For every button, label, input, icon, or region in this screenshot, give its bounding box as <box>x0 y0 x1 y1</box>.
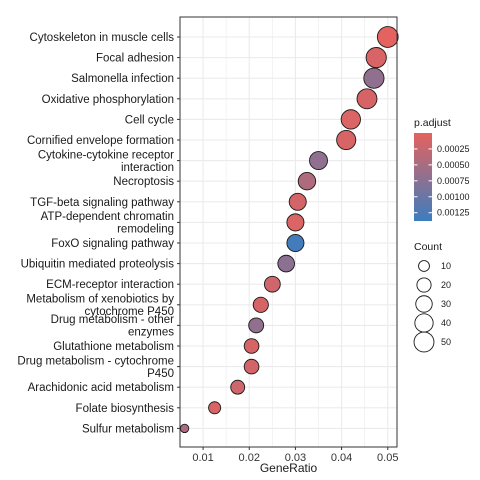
y-tick-label: Cytokine-cytokine receptor <box>38 149 174 161</box>
size-legend-circle <box>416 277 432 293</box>
x-axis-ticks: 0.01 0.02 0.03 0.04 0.05 <box>192 447 398 464</box>
x-tick-label: 0.01 <box>192 452 213 464</box>
y-axis-ticks <box>177 36 180 429</box>
size-legend: Count 10 20 30 40 50 <box>413 241 451 353</box>
data-point <box>252 296 269 313</box>
size-legend-items: 10 20 30 40 50 <box>413 260 451 353</box>
panel-border <box>179 16 398 448</box>
y-tick-label: Drug metabolism - cytochrome <box>17 355 174 367</box>
data-point <box>309 151 328 171</box>
y-tick-label: Drug metabolism - other <box>51 314 175 326</box>
y-tick-label: Sulfur metabolism <box>82 423 174 435</box>
x-axis-title: GeneRatio <box>260 461 318 475</box>
color-legend-label: 0.00025 <box>437 144 470 154</box>
y-tick-label: Focal adhesion <box>96 53 174 65</box>
data-point <box>356 88 378 110</box>
y-tick-label: enzymes <box>128 327 174 339</box>
color-legend-bar <box>414 133 432 221</box>
x-tick-label: 0.04 <box>331 452 352 464</box>
y-tick-label: Necroptosis <box>113 176 174 188</box>
y-tick-label: Glutathione metabolism <box>53 341 174 353</box>
plot-panel <box>179 16 399 448</box>
x-tick-label: 0.03 <box>285 452 306 464</box>
data-point <box>208 401 222 415</box>
y-tick-label: P450 <box>147 368 174 380</box>
y-tick-label: interaction <box>121 162 174 174</box>
color-legend-ticks: 0.00025 0.00050 0.00075 0.00100 0.00125 <box>414 144 470 218</box>
data-point <box>263 275 281 293</box>
size-legend-circle <box>413 331 435 353</box>
y-tick-label: Ubiquitin mediated proteolysis <box>21 259 175 271</box>
data-point <box>243 358 260 375</box>
size-legend-circle <box>414 313 434 333</box>
size-legend-circle <box>415 295 433 313</box>
grid-lines <box>180 17 397 447</box>
x-tick-label: 0.02 <box>239 452 260 464</box>
color-legend-title: p.adjust <box>414 117 451 129</box>
data-point <box>297 172 317 191</box>
data-points <box>179 26 399 434</box>
data-point <box>286 234 305 252</box>
x-tick-label: 0.05 <box>377 452 398 464</box>
data-point <box>243 338 260 354</box>
y-tick-label: FoxO signaling pathway <box>51 238 174 250</box>
y-tick-label: TGF-beta signaling pathway <box>30 197 174 209</box>
data-point <box>277 254 295 273</box>
size-legend-label: 30 <box>441 299 451 309</box>
data-point <box>286 213 305 232</box>
size-legend-label: 40 <box>441 318 451 328</box>
y-tick-label: remodeling <box>117 224 174 236</box>
size-legend-label: 50 <box>441 337 451 347</box>
color-legend-label: 0.00100 <box>437 192 470 202</box>
y-tick-label: cytochrome P450 <box>85 306 175 318</box>
y-tick-label: Arachidonic acid metabolism <box>28 382 174 394</box>
size-legend-label: 20 <box>441 280 451 290</box>
data-point <box>179 423 190 434</box>
y-tick-label: Salmonella infection <box>71 73 174 85</box>
data-point <box>230 379 246 395</box>
color-legend-label: 0.00125 <box>437 208 470 218</box>
y-tick-label: Cell cycle <box>125 114 174 126</box>
color-legend: p.adjust 0.000250.000500.000750.001000.0… <box>414 117 470 221</box>
size-legend-circle <box>418 260 430 272</box>
y-tick-label: ATP-dependent chromatin <box>41 211 174 223</box>
data-point <box>340 109 361 130</box>
panel-background <box>180 17 397 447</box>
y-tick-label: Cornified envelope formation <box>27 135 174 147</box>
size-legend-title: Count <box>414 241 442 253</box>
color-legend-label: 0.00075 <box>437 176 470 186</box>
data-point <box>336 129 357 151</box>
data-point <box>248 317 265 334</box>
data-point <box>288 192 307 211</box>
y-tick-label: Folate biosynthesis <box>76 403 175 415</box>
y-tick-label: Oxidative phosphorylation <box>42 94 174 106</box>
color-legend-label: 0.00050 <box>437 160 470 170</box>
y-tick-label: Metabolism of xenobiotics by <box>26 294 174 306</box>
data-point <box>376 26 399 48</box>
y-tick-label: ECM-receptor interaction <box>46 279 174 291</box>
data-point <box>363 67 385 89</box>
y-axis-labels: Cytoskeleton in muscle cells Focal adhesi… <box>17 32 174 435</box>
data-point <box>365 47 387 69</box>
size-legend-label: 10 <box>441 261 451 271</box>
y-tick-label: Cytoskeleton in muscle cells <box>30 32 175 44</box>
